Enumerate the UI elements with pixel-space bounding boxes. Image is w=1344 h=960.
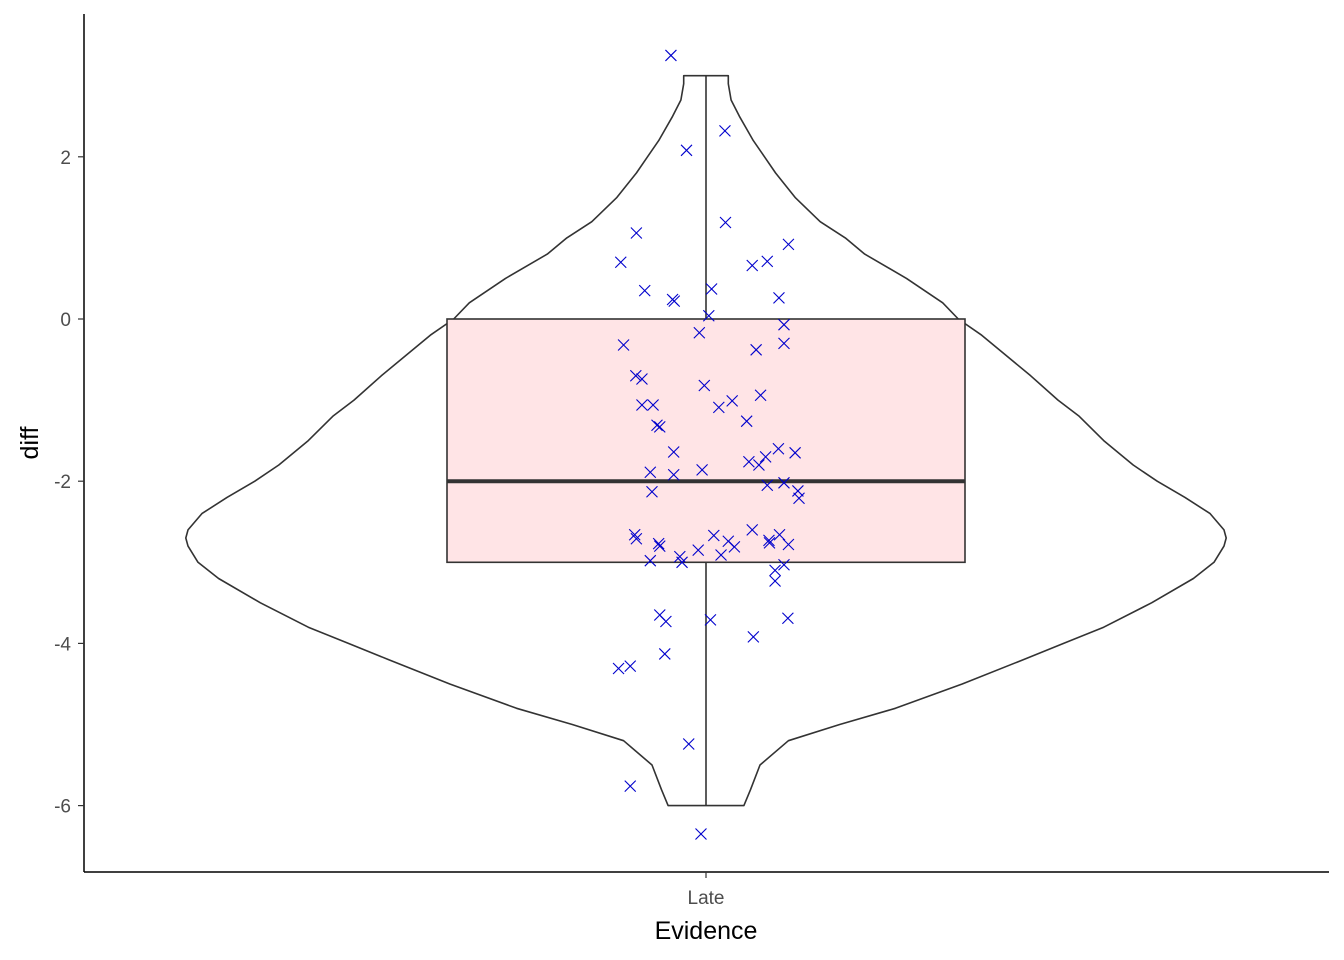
data-point	[676, 556, 688, 569]
data-point	[614, 256, 627, 269]
data-point	[763, 536, 776, 549]
data-point	[712, 401, 725, 414]
data-point	[769, 575, 781, 587]
data-point	[704, 613, 717, 626]
data-point	[636, 373, 648, 385]
data-point	[754, 389, 767, 402]
data-point	[646, 485, 658, 498]
data-point	[696, 463, 708, 476]
data-point	[698, 379, 711, 392]
data-point	[789, 446, 802, 459]
data-point	[743, 455, 755, 468]
y-tick-label: -4	[54, 634, 71, 655]
y-tick-label: 2	[60, 148, 71, 169]
data-point	[695, 828, 707, 840]
data-point	[692, 544, 705, 557]
data-point	[778, 337, 790, 350]
data-point	[719, 216, 732, 229]
data-point	[612, 662, 625, 675]
data-point	[750, 343, 763, 356]
data-point	[702, 309, 715, 322]
data-point	[652, 537, 665, 550]
data-point	[778, 476, 790, 489]
data-point	[746, 523, 759, 536]
data-point	[715, 549, 727, 561]
data-point	[763, 534, 775, 547]
box	[446, 318, 966, 564]
data-point	[693, 326, 706, 339]
data-point	[769, 564, 781, 577]
data-point	[651, 419, 663, 432]
data-point	[638, 284, 651, 297]
data-point	[629, 369, 642, 382]
data-point	[740, 415, 753, 428]
data-point	[667, 468, 680, 481]
y-axis-title: diff	[16, 427, 44, 460]
data-point	[658, 648, 671, 660]
data-point	[792, 485, 804, 497]
y-tick-label: 0	[60, 310, 71, 331]
y-tick-label: -2	[54, 472, 71, 493]
data-point	[630, 532, 643, 545]
data-point	[782, 238, 795, 251]
data-point	[647, 399, 659, 411]
data-point	[682, 738, 695, 750]
data-point	[772, 442, 785, 455]
data-point	[753, 459, 765, 471]
y-tick-label: -6	[54, 797, 71, 818]
data-point	[746, 259, 759, 272]
data-point	[778, 318, 790, 331]
data-point	[624, 660, 637, 672]
data-point	[653, 540, 666, 552]
data-point	[644, 466, 657, 479]
data-point	[781, 612, 794, 625]
x-tick-label: Late	[688, 888, 725, 909]
plot-area	[185, 49, 1227, 840]
data-point	[630, 227, 643, 239]
data-point	[778, 558, 790, 571]
y-axis-ticks: -6 -4 -2 0 2	[54, 148, 84, 818]
x-axis-ticks: Late	[688, 872, 725, 909]
data-point	[728, 541, 741, 553]
data-point	[653, 420, 666, 433]
data-point	[773, 292, 785, 304]
data-point	[660, 615, 672, 628]
data-point	[617, 339, 630, 351]
x-axis-title: Evidence	[655, 917, 758, 945]
data-point	[680, 144, 693, 157]
data-point	[726, 395, 739, 407]
data-point	[747, 631, 760, 643]
data-point	[761, 255, 774, 268]
data-point	[759, 450, 772, 463]
data-point	[665, 49, 677, 62]
data-point	[636, 399, 648, 411]
data-point	[761, 479, 774, 492]
data-point	[719, 124, 731, 137]
data-point	[793, 492, 805, 505]
data-point	[705, 283, 718, 295]
data-point	[644, 554, 657, 567]
data-point	[667, 446, 680, 458]
data-point	[628, 528, 641, 541]
data-point	[773, 528, 786, 541]
data-point	[707, 529, 720, 542]
violin-outline	[185, 74, 1227, 807]
data-point	[624, 780, 637, 793]
data-point	[782, 538, 795, 551]
data-point	[668, 295, 681, 308]
